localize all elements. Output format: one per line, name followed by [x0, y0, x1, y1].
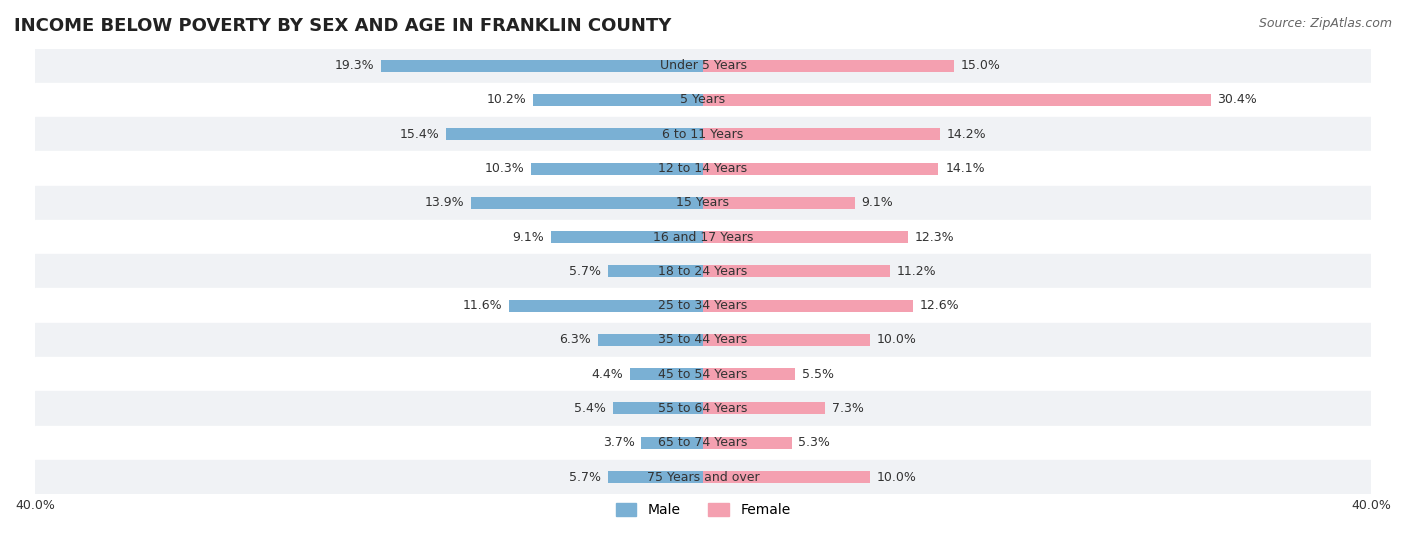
Bar — [613, 402, 703, 414]
Text: 75 Years and over: 75 Years and over — [647, 471, 759, 484]
Text: 12 to 14 Years: 12 to 14 Years — [658, 162, 748, 175]
Bar — [35, 117, 1371, 151]
Text: 14.1%: 14.1% — [945, 162, 984, 175]
Text: 65 to 74 Years: 65 to 74 Years — [658, 436, 748, 449]
Bar — [35, 460, 1371, 494]
Bar — [703, 94, 1211, 106]
Bar — [703, 437, 792, 449]
Text: 15.4%: 15.4% — [399, 128, 439, 141]
Bar — [703, 163, 938, 174]
Bar — [35, 83, 1371, 117]
Text: 18 to 24 Years: 18 to 24 Years — [658, 265, 748, 278]
Bar — [703, 300, 914, 311]
Bar — [641, 437, 703, 449]
Bar — [471, 197, 703, 209]
Bar — [446, 128, 703, 140]
Text: 10.0%: 10.0% — [877, 333, 917, 347]
Text: 35 to 44 Years: 35 to 44 Years — [658, 333, 748, 347]
Legend: Male, Female: Male, Female — [610, 498, 796, 523]
Text: INCOME BELOW POVERTY BY SEX AND AGE IN FRANKLIN COUNTY: INCOME BELOW POVERTY BY SEX AND AGE IN F… — [14, 17, 672, 35]
Bar — [703, 231, 908, 243]
Text: 9.1%: 9.1% — [862, 196, 893, 209]
Text: 9.1%: 9.1% — [513, 230, 544, 244]
Bar — [35, 49, 1371, 83]
Bar — [630, 368, 703, 380]
Bar — [703, 471, 870, 483]
Text: 5 Years: 5 Years — [681, 93, 725, 106]
Text: 30.4%: 30.4% — [1218, 93, 1257, 106]
Text: 12.3%: 12.3% — [915, 230, 955, 244]
Bar — [531, 163, 703, 174]
Bar — [509, 300, 703, 311]
Text: 13.9%: 13.9% — [425, 196, 464, 209]
Text: 5.4%: 5.4% — [574, 402, 606, 415]
Bar — [35, 186, 1371, 220]
Text: 10.0%: 10.0% — [877, 471, 917, 484]
Bar — [703, 402, 825, 414]
Text: 10.3%: 10.3% — [485, 162, 524, 175]
Text: 5.5%: 5.5% — [801, 368, 834, 381]
Bar — [35, 323, 1371, 357]
Text: 4.4%: 4.4% — [591, 368, 623, 381]
Bar — [35, 391, 1371, 425]
Bar — [598, 334, 703, 346]
Text: 25 to 34 Years: 25 to 34 Years — [658, 299, 748, 312]
Text: 12.6%: 12.6% — [920, 299, 960, 312]
Text: 45 to 54 Years: 45 to 54 Years — [658, 368, 748, 381]
Text: 5.7%: 5.7% — [569, 471, 602, 484]
Bar — [703, 128, 941, 140]
Text: 19.3%: 19.3% — [335, 59, 374, 72]
Bar — [35, 151, 1371, 186]
Text: 16 and 17 Years: 16 and 17 Years — [652, 230, 754, 244]
Text: 11.6%: 11.6% — [463, 299, 502, 312]
Bar — [551, 231, 703, 243]
Bar — [703, 197, 855, 209]
Bar — [35, 220, 1371, 254]
Text: 5.7%: 5.7% — [569, 265, 602, 278]
Bar — [703, 60, 953, 72]
Text: Source: ZipAtlas.com: Source: ZipAtlas.com — [1258, 17, 1392, 30]
Bar — [35, 425, 1371, 460]
Text: 6.3%: 6.3% — [560, 333, 591, 347]
Bar — [703, 266, 890, 277]
Text: 15.0%: 15.0% — [960, 59, 1000, 72]
Bar — [607, 266, 703, 277]
Bar — [35, 254, 1371, 288]
Bar — [35, 288, 1371, 323]
Bar — [607, 471, 703, 483]
Text: Under 5 Years: Under 5 Years — [659, 59, 747, 72]
Text: 14.2%: 14.2% — [946, 128, 987, 141]
Text: 10.2%: 10.2% — [486, 93, 526, 106]
Bar — [381, 60, 703, 72]
Bar — [703, 334, 870, 346]
Bar — [533, 94, 703, 106]
Text: 3.7%: 3.7% — [603, 436, 634, 449]
Text: 55 to 64 Years: 55 to 64 Years — [658, 402, 748, 415]
Text: 6 to 11 Years: 6 to 11 Years — [662, 128, 744, 141]
Text: 7.3%: 7.3% — [831, 402, 863, 415]
Text: 11.2%: 11.2% — [897, 265, 936, 278]
Bar — [35, 357, 1371, 391]
Bar — [703, 368, 794, 380]
Text: 5.3%: 5.3% — [799, 436, 830, 449]
Text: 15 Years: 15 Years — [676, 196, 730, 209]
